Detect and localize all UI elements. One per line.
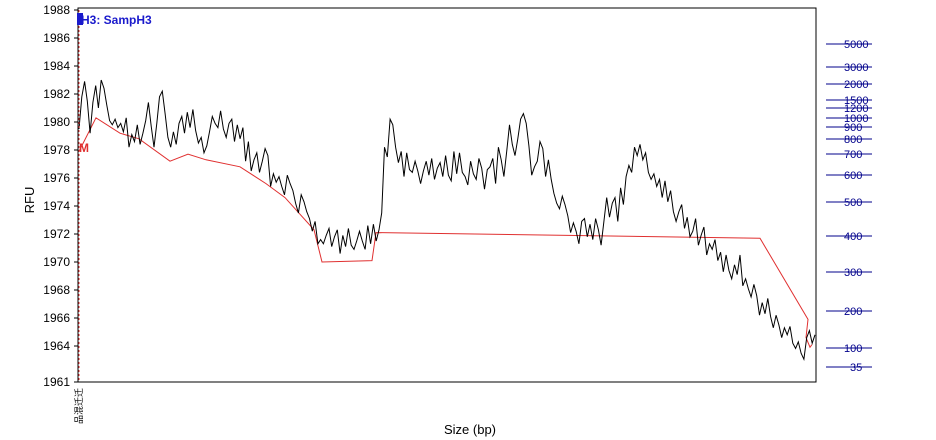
ladder-label: 1200 bbox=[844, 103, 868, 115]
ladder-label: 300 bbox=[844, 267, 862, 279]
x-axis-title: Size (bp) bbox=[444, 422, 496, 437]
y-tick-label: 1988 bbox=[43, 3, 70, 17]
y-tick-label: 1968 bbox=[43, 283, 70, 297]
y-tick-label: 1982 bbox=[43, 87, 70, 101]
sample-title: H3: SampH3 bbox=[81, 13, 152, 27]
y-tick-label: 1964 bbox=[43, 339, 70, 353]
ladder-label: 5000 bbox=[844, 39, 868, 51]
y-tick-label: 1978 bbox=[43, 143, 70, 157]
y-tick-label: 1961 bbox=[43, 375, 70, 389]
y-tick-label: 1966 bbox=[43, 311, 70, 325]
y-tick-label: 1970 bbox=[43, 255, 70, 269]
y-axis: 1961 1964 1966 1968 1970 1972 1974 1976 1978 1980… bbox=[43, 3, 78, 389]
ladder-label: 700 bbox=[844, 149, 862, 161]
ladder-label: 2000 bbox=[844, 79, 868, 91]
ladder-label: 1500 bbox=[844, 95, 868, 107]
sample-marker-box bbox=[77, 13, 83, 25]
y-axis-title: RFU bbox=[22, 187, 37, 214]
ladder-label: 800 bbox=[844, 134, 862, 146]
ladder-label: 600 bbox=[844, 170, 862, 182]
y-tick-label: 1986 bbox=[43, 31, 70, 45]
ladder-label: 500 bbox=[844, 197, 862, 209]
ladder-label: 3000 bbox=[844, 62, 868, 74]
ladder-label: 400 bbox=[844, 231, 862, 243]
plot-area bbox=[77, 7, 817, 383]
marker-label: M bbox=[79, 141, 89, 155]
y-tick-label: 1974 bbox=[43, 199, 70, 213]
ladder-label: 100 bbox=[844, 343, 862, 355]
y-tick-label: 1980 bbox=[43, 115, 70, 129]
y-tick-label: 1976 bbox=[43, 171, 70, 185]
ladder-label: 900 bbox=[844, 122, 862, 134]
x-tick-label: 品混迁迁 bbox=[74, 388, 84, 424]
ladder-label: 1000 bbox=[844, 113, 868, 125]
ladder-label: 35 bbox=[850, 362, 862, 374]
ladder-label: 200 bbox=[844, 306, 862, 318]
y-tick-label: 1984 bbox=[43, 59, 70, 73]
signal-trace bbox=[78, 79, 816, 361]
y-tick-label: 1972 bbox=[43, 227, 70, 241]
marker-group: M bbox=[77, 10, 89, 382]
